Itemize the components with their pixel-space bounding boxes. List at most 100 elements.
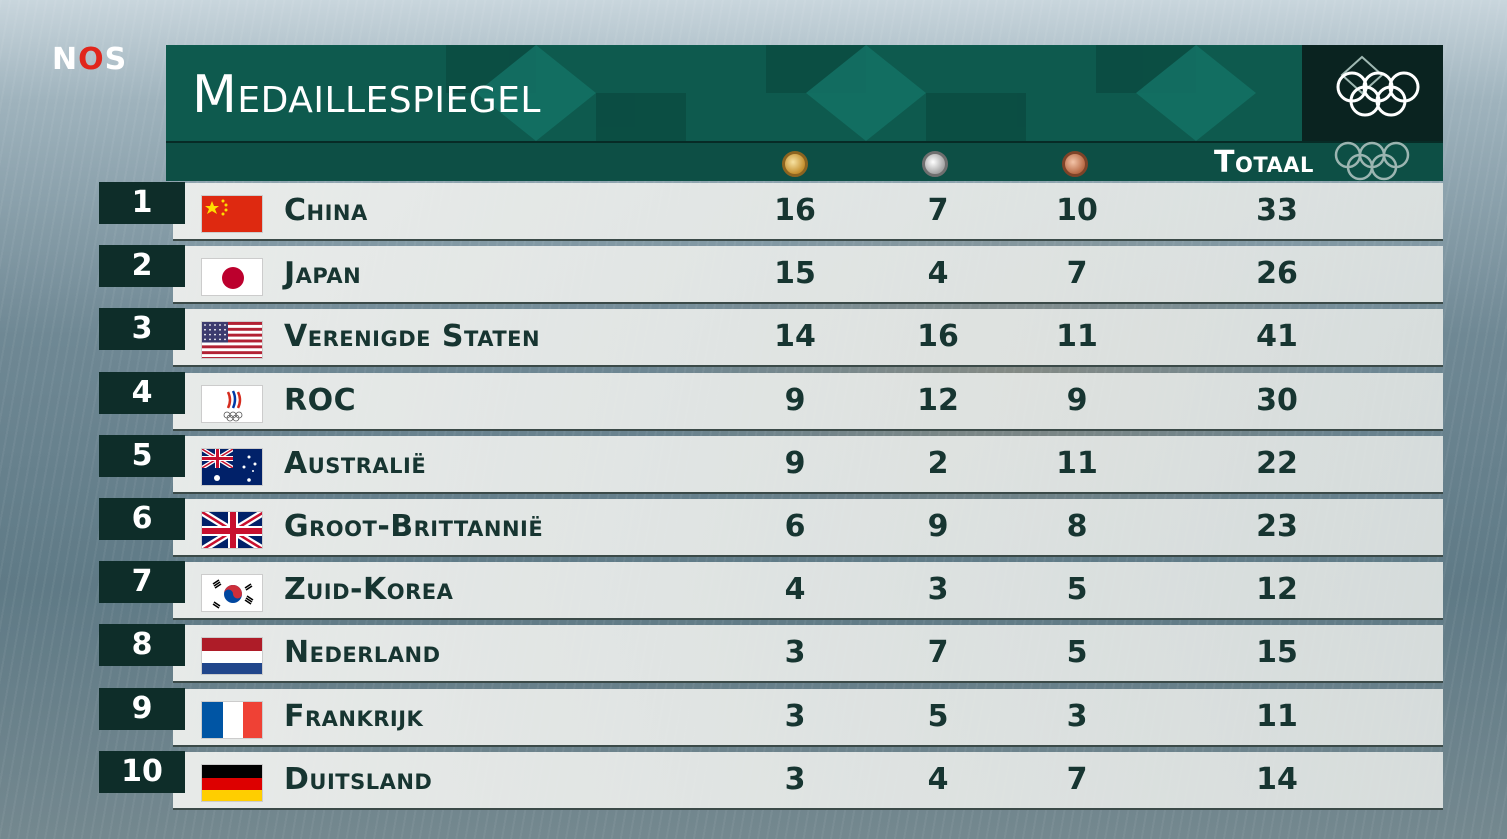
gold-count: 14 (774, 319, 816, 355)
silver-count: 7 (927, 193, 949, 228)
gold-count: 4 (784, 572, 806, 608)
table-row: 1 China 16 7 10 33 (0, 182, 1443, 241)
silver-count: 16 (917, 319, 959, 355)
row-band (173, 435, 1443, 494)
country-name: China (284, 193, 368, 228)
row-band (173, 751, 1443, 810)
table-row: 9 Frankrijk 3 5 3 11 (0, 687, 1443, 747)
germany-flag-icon (201, 763, 263, 802)
rank-badge: 6 (99, 498, 185, 540)
table-row: 10 Duitsland 3 4 7 14 (0, 750, 1443, 810)
silver-count: 7 (927, 635, 949, 671)
roc-flag-icon (201, 384, 263, 423)
row-band (173, 625, 1443, 684)
gold-count: 9 (784, 445, 806, 481)
country-name: Zuid-Korea (284, 572, 454, 608)
rank-badge: 1 (99, 182, 185, 224)
total-column-header: Totaal (1214, 145, 1314, 180)
page-title: Medaillespiegel (192, 65, 541, 125)
olympic-rings-outline-icon (1334, 141, 1410, 181)
country-name: Australië (284, 445, 427, 481)
table-row: 8 Nederland 3 7 5 15 (0, 624, 1443, 684)
bronze-count: 9 (1066, 382, 1088, 418)
row-band (173, 183, 1443, 241)
bronze-count: 11 (1056, 445, 1098, 481)
table-row: 6 Groot-Brittannië 6 9 8 23 (0, 498, 1443, 557)
total-count: 12 (1256, 572, 1298, 608)
bronze-count: 7 (1066, 256, 1088, 292)
country-name: ROC (284, 382, 357, 418)
table-row: 7 Zuid-Korea 4 3 5 12 (0, 561, 1443, 621)
gold-count: 9 (784, 382, 806, 418)
rank-badge: 9 (99, 687, 185, 730)
australia-flag-icon (201, 447, 263, 486)
gold-medal-icon (782, 151, 808, 177)
country-name: Duitsland (284, 761, 433, 797)
netherlands-flag-icon (201, 637, 263, 676)
total-count: 33 (1256, 193, 1298, 228)
bronze-count: 7 (1066, 761, 1088, 797)
total-count: 15 (1256, 635, 1298, 671)
south-korea-flag-icon (201, 574, 263, 613)
gold-count: 16 (774, 193, 816, 228)
bronze-count: 8 (1066, 509, 1088, 544)
silver-count: 2 (927, 445, 949, 481)
japan-flag-icon (201, 258, 263, 297)
gold-count: 6 (784, 509, 806, 544)
rank-badge: 4 (99, 371, 185, 414)
country-name: Japan (284, 256, 362, 292)
table-row: 5 Australië 9 2 11 22 (0, 434, 1443, 494)
country-name: Nederland (284, 635, 441, 671)
checker-pattern (446, 45, 1256, 141)
table-row: 2 Japan 15 4 7 26 (0, 245, 1443, 305)
total-count: 30 (1256, 382, 1298, 418)
rank-badge: 7 (99, 561, 185, 604)
table-row: 3 Verenigde Staten 14 16 11 41 (0, 308, 1443, 368)
row-band (173, 499, 1443, 557)
rank-badge: 3 (99, 308, 185, 351)
bronze-count: 5 (1066, 572, 1088, 608)
silver-count: 9 (927, 509, 949, 544)
country-name: Frankrijk (284, 698, 424, 734)
gold-count: 3 (784, 761, 806, 797)
title-banner: Medaillespiegel (166, 45, 1443, 141)
total-count: 41 (1256, 319, 1298, 355)
rank-badge: 5 (99, 434, 185, 477)
rank-badge: 2 (99, 245, 185, 288)
row-band (173, 562, 1443, 621)
silver-medal-icon (922, 151, 948, 177)
silver-count: 3 (927, 572, 949, 608)
total-count: 26 (1256, 256, 1298, 292)
silver-count: 4 (927, 761, 949, 797)
total-count: 14 (1256, 761, 1298, 797)
bronze-count: 10 (1056, 193, 1098, 228)
bronze-medal-icon (1062, 151, 1088, 177)
country-name: Groot-Brittannië (284, 509, 544, 544)
silver-count: 12 (917, 382, 959, 418)
table-row: 4 ROC 9 12 9 30 (0, 371, 1443, 431)
silver-count: 5 (927, 698, 949, 734)
nos-logo: NOS (52, 42, 128, 77)
gold-count: 3 (784, 698, 806, 734)
row-band (173, 688, 1443, 747)
rank-badge: 8 (99, 624, 185, 667)
usa-flag-icon (201, 321, 263, 360)
silver-count: 4 (927, 256, 949, 292)
country-name: Verenigde Staten (284, 319, 541, 355)
olympic-rings-icon (1336, 55, 1420, 117)
gold-count: 3 (784, 635, 806, 671)
column-header-bar: Totaal (166, 141, 1443, 181)
bronze-count: 3 (1066, 698, 1088, 734)
total-count: 11 (1256, 698, 1298, 734)
row-band (173, 309, 1443, 368)
rank-badge: 10 (99, 750, 185, 793)
gold-count: 15 (774, 256, 816, 292)
olympic-rings-logo-box (1302, 45, 1443, 141)
row-band (173, 246, 1443, 305)
bronze-count: 5 (1066, 635, 1088, 671)
total-count: 22 (1256, 445, 1298, 481)
row-band (173, 372, 1443, 431)
bronze-count: 11 (1056, 319, 1098, 355)
total-count: 23 (1256, 509, 1298, 544)
uk-flag-icon (201, 511, 263, 549)
